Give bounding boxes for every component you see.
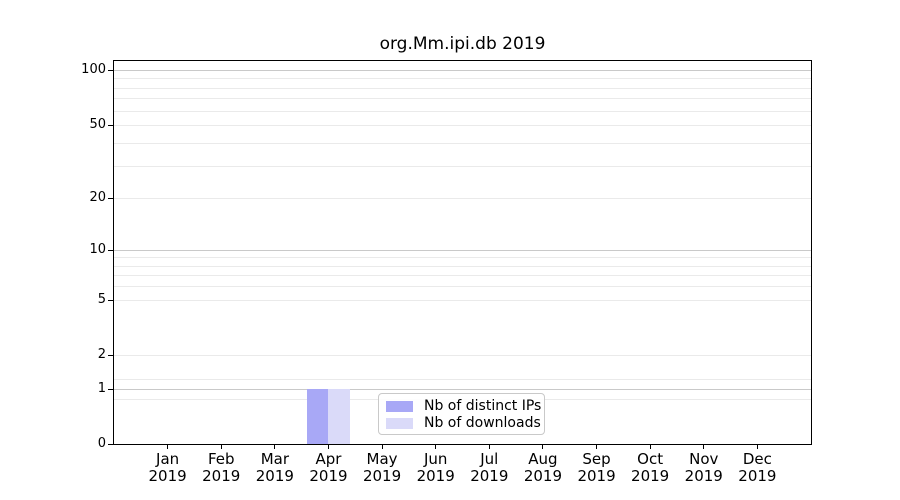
y-gridline-minor bbox=[114, 300, 811, 301]
y-gridline-minor bbox=[114, 143, 811, 144]
y-gridline-minor bbox=[114, 125, 811, 126]
y-gridline-minor bbox=[114, 355, 811, 356]
y-tick bbox=[108, 70, 113, 71]
y-tick-label: 10 bbox=[89, 242, 106, 257]
bar-nb-of-distinct-ips bbox=[306, 389, 329, 444]
x-tick-month: Sep bbox=[582, 450, 611, 468]
y-tick bbox=[108, 198, 113, 199]
x-tick-label: Feb 2019 bbox=[189, 451, 253, 485]
x-tick bbox=[220, 444, 222, 449]
y-tick bbox=[108, 389, 113, 390]
x-tick-year: 2019 bbox=[148, 467, 187, 485]
x-tick-year: 2019 bbox=[202, 467, 241, 485]
x-tick-year: 2019 bbox=[738, 467, 777, 485]
x-tick-month: Apr bbox=[315, 450, 342, 468]
x-tick-month: Oct bbox=[637, 450, 664, 468]
x-tick bbox=[274, 444, 276, 449]
x-tick-month: Jun bbox=[423, 450, 448, 468]
y-tick-label: 50 bbox=[89, 117, 106, 132]
y-tick bbox=[108, 444, 113, 445]
y-tick-label: 1 bbox=[97, 381, 106, 396]
x-tick-label: Apr 2019 bbox=[296, 451, 360, 485]
y-tick-label: 2 bbox=[97, 347, 106, 362]
y-tick-label: 0 bbox=[97, 436, 106, 451]
y-gridline-minor bbox=[114, 275, 811, 276]
y-gridline-minor bbox=[114, 166, 811, 167]
legend-item: Nb of downloads bbox=[386, 415, 544, 432]
x-tick bbox=[327, 444, 329, 449]
y-tick-label: 100 bbox=[81, 62, 106, 77]
y-tick bbox=[108, 250, 113, 251]
x-tick bbox=[542, 444, 544, 449]
x-tick-label: Mar 2019 bbox=[243, 451, 307, 485]
x-tick-label: Jun 2019 bbox=[404, 451, 468, 485]
y-gridline-minor bbox=[114, 88, 811, 89]
y-gridline-minor bbox=[114, 198, 811, 199]
y-gridline-minor bbox=[114, 266, 811, 267]
x-tick-month: Jul bbox=[480, 450, 499, 468]
y-tick bbox=[108, 125, 113, 126]
y-gridline-major bbox=[114, 389, 811, 390]
legend-item: Nb of distinct IPs bbox=[386, 398, 544, 415]
x-tick bbox=[596, 444, 598, 449]
x-tick-year: 2019 bbox=[631, 467, 670, 485]
legend-label: Nb of downloads bbox=[424, 415, 541, 431]
bar-nb-of-downloads bbox=[328, 389, 350, 444]
x-tick-month: Dec bbox=[742, 450, 772, 468]
x-tick bbox=[167, 444, 169, 449]
chart-title: org.Mm.ipi.db 2019 bbox=[379, 34, 546, 54]
x-tick-label: Aug 2019 bbox=[511, 451, 575, 485]
x-tick bbox=[703, 444, 705, 449]
y-tick-label: 5 bbox=[97, 292, 106, 307]
x-tick-label: Dec 2019 bbox=[725, 451, 789, 485]
x-tick-year: 2019 bbox=[470, 467, 509, 485]
y-tick bbox=[108, 355, 113, 356]
y-gridline-minor bbox=[114, 78, 811, 79]
x-tick-month: Aug bbox=[528, 450, 558, 468]
legend-swatch bbox=[386, 401, 413, 412]
y-gridline-minor bbox=[114, 98, 811, 99]
x-tick-year: 2019 bbox=[523, 467, 563, 485]
x-tick-month: Nov bbox=[689, 450, 719, 468]
x-tick bbox=[381, 444, 383, 449]
x-tick-year: 2019 bbox=[416, 467, 455, 485]
x-tick bbox=[756, 444, 758, 449]
x-tick-year: 2019 bbox=[684, 467, 723, 485]
y-tick-label: 20 bbox=[89, 190, 106, 205]
x-tick bbox=[649, 444, 651, 449]
x-tick-month: Feb bbox=[207, 450, 235, 468]
y-gridline-major bbox=[114, 70, 811, 71]
x-tick-month: May bbox=[366, 450, 398, 468]
y-gridline-minor bbox=[114, 286, 811, 287]
x-tick bbox=[435, 444, 437, 449]
x-tick-month: Jan bbox=[156, 450, 180, 468]
x-tick-label: Oct 2019 bbox=[618, 451, 682, 485]
y-gridline-minor bbox=[114, 257, 811, 258]
legend-swatch bbox=[386, 418, 413, 429]
legend: Nb of distinct IPs Nb of downloads bbox=[378, 393, 545, 435]
x-tick-label: Nov 2019 bbox=[672, 451, 736, 485]
x-tick-label: Jan 2019 bbox=[136, 451, 200, 485]
x-tick-year: 2019 bbox=[362, 467, 402, 485]
plot-area bbox=[113, 60, 812, 445]
x-tick bbox=[488, 444, 490, 449]
x-tick-year: 2019 bbox=[577, 467, 616, 485]
y-tick bbox=[108, 300, 113, 301]
x-tick-label: Jul 2019 bbox=[457, 451, 521, 485]
x-tick-label: May 2019 bbox=[350, 451, 414, 485]
y-gridline-major bbox=[114, 250, 811, 251]
x-tick-label: Sep 2019 bbox=[565, 451, 629, 485]
y-gridline-minor bbox=[114, 111, 811, 112]
x-tick-year: 2019 bbox=[255, 467, 294, 485]
legend-label: Nb of distinct IPs bbox=[424, 398, 542, 414]
x-tick-month: Mar bbox=[260, 450, 289, 468]
y-gridline-minor bbox=[114, 379, 811, 380]
x-tick-year: 2019 bbox=[309, 467, 348, 485]
